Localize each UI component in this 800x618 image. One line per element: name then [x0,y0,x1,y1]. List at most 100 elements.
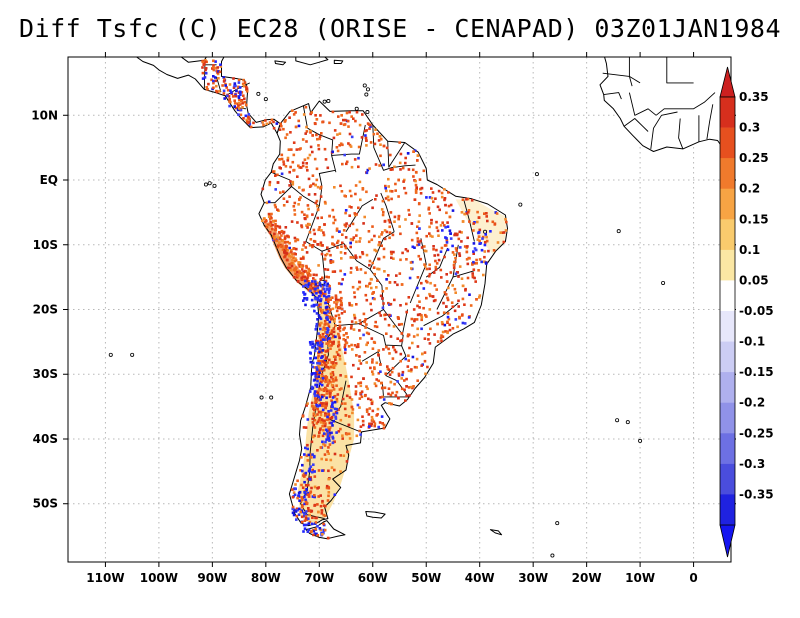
station-dot [276,236,280,240]
station-dot [320,512,324,515]
station-dot [304,284,308,287]
station-dot [389,211,393,214]
station-dot [316,407,319,411]
station-dot [389,153,392,157]
station-dot [294,111,297,114]
station-dot [306,443,309,447]
station-dot [323,376,327,380]
station-dot [314,297,317,301]
station-dot [408,276,412,280]
station-dot [305,487,308,491]
station-dot [311,244,315,247]
station-dot [331,377,335,381]
station-dot [326,536,330,540]
station-dot [390,256,393,260]
station-dot [307,528,311,532]
station-dot [325,308,328,311]
station-dot [396,380,399,383]
station-dot [350,320,354,323]
station-dot [380,208,384,211]
station-dot [325,484,329,488]
station-dot [346,336,349,339]
station-dot [382,423,386,427]
station-dot [217,70,220,73]
station-dot [319,504,323,508]
station-dot [457,237,461,241]
station-dot [325,458,328,461]
station-dot [382,247,386,251]
station-dot [325,335,328,338]
station-dot [214,60,217,63]
station-dot [382,163,385,167]
station-dot [335,227,339,231]
station-dot [328,287,332,290]
station-dot [335,303,338,306]
station-dot [325,428,328,432]
station-dot [477,216,481,219]
station-dot [320,393,324,397]
station-dot [314,183,317,187]
station-dot [302,530,305,533]
station-dot [239,90,242,94]
station-dot [344,224,348,228]
coastline [295,57,329,66]
colorbar: 0.350.30.250.20.150.10.05-0.05-0.1-0.15-… [719,66,774,558]
station-dot [325,305,329,309]
station-dot [325,402,328,406]
small-island [108,352,113,357]
country-border [381,375,410,398]
station-dot [287,266,290,270]
small-island [534,172,539,177]
station-dot [349,237,353,241]
station-dot [332,413,335,416]
station-dot [319,303,322,306]
station-dot [237,101,241,105]
station-dot [392,345,395,349]
station-dot [446,331,449,335]
station-dot [434,268,438,271]
station-dot [354,184,358,187]
station-dot [313,454,316,458]
station-dot [288,263,291,266]
station-dot [350,343,353,347]
station-dot [416,159,419,162]
station-dot [316,361,319,365]
station-dot [290,248,293,252]
station-dot [367,397,370,401]
station-dot [374,384,378,388]
station-dot [341,162,344,166]
station-dot [433,333,436,336]
station-dot [377,267,381,271]
station-dot [294,257,297,260]
station-dot [472,222,475,225]
station-dot [451,209,455,212]
colorbar-segment [720,311,735,342]
station-dot [314,516,317,520]
station-dot [378,241,381,244]
station-dot [467,211,470,214]
station-dot [315,322,319,326]
station-dot [333,270,337,273]
station-dot [323,268,327,271]
station-dot [332,340,335,344]
station-dot [328,214,331,218]
station-dot [239,93,242,96]
station-dot [483,250,487,253]
station-dot [411,324,414,327]
station-dot [472,250,475,253]
station-dot [390,190,394,193]
station-dot [310,486,313,490]
station-dot [320,372,324,376]
station-dot [418,300,421,303]
station-dot [388,220,392,224]
station-dot [316,298,320,302]
station-dot [331,235,334,239]
station-dot [328,426,332,429]
station-dot [320,375,324,378]
station-dot [347,423,351,427]
station-dot [306,279,309,283]
station-dot [325,275,328,279]
station-dot [338,329,342,333]
small-island [625,420,630,425]
station-dot [427,206,431,210]
